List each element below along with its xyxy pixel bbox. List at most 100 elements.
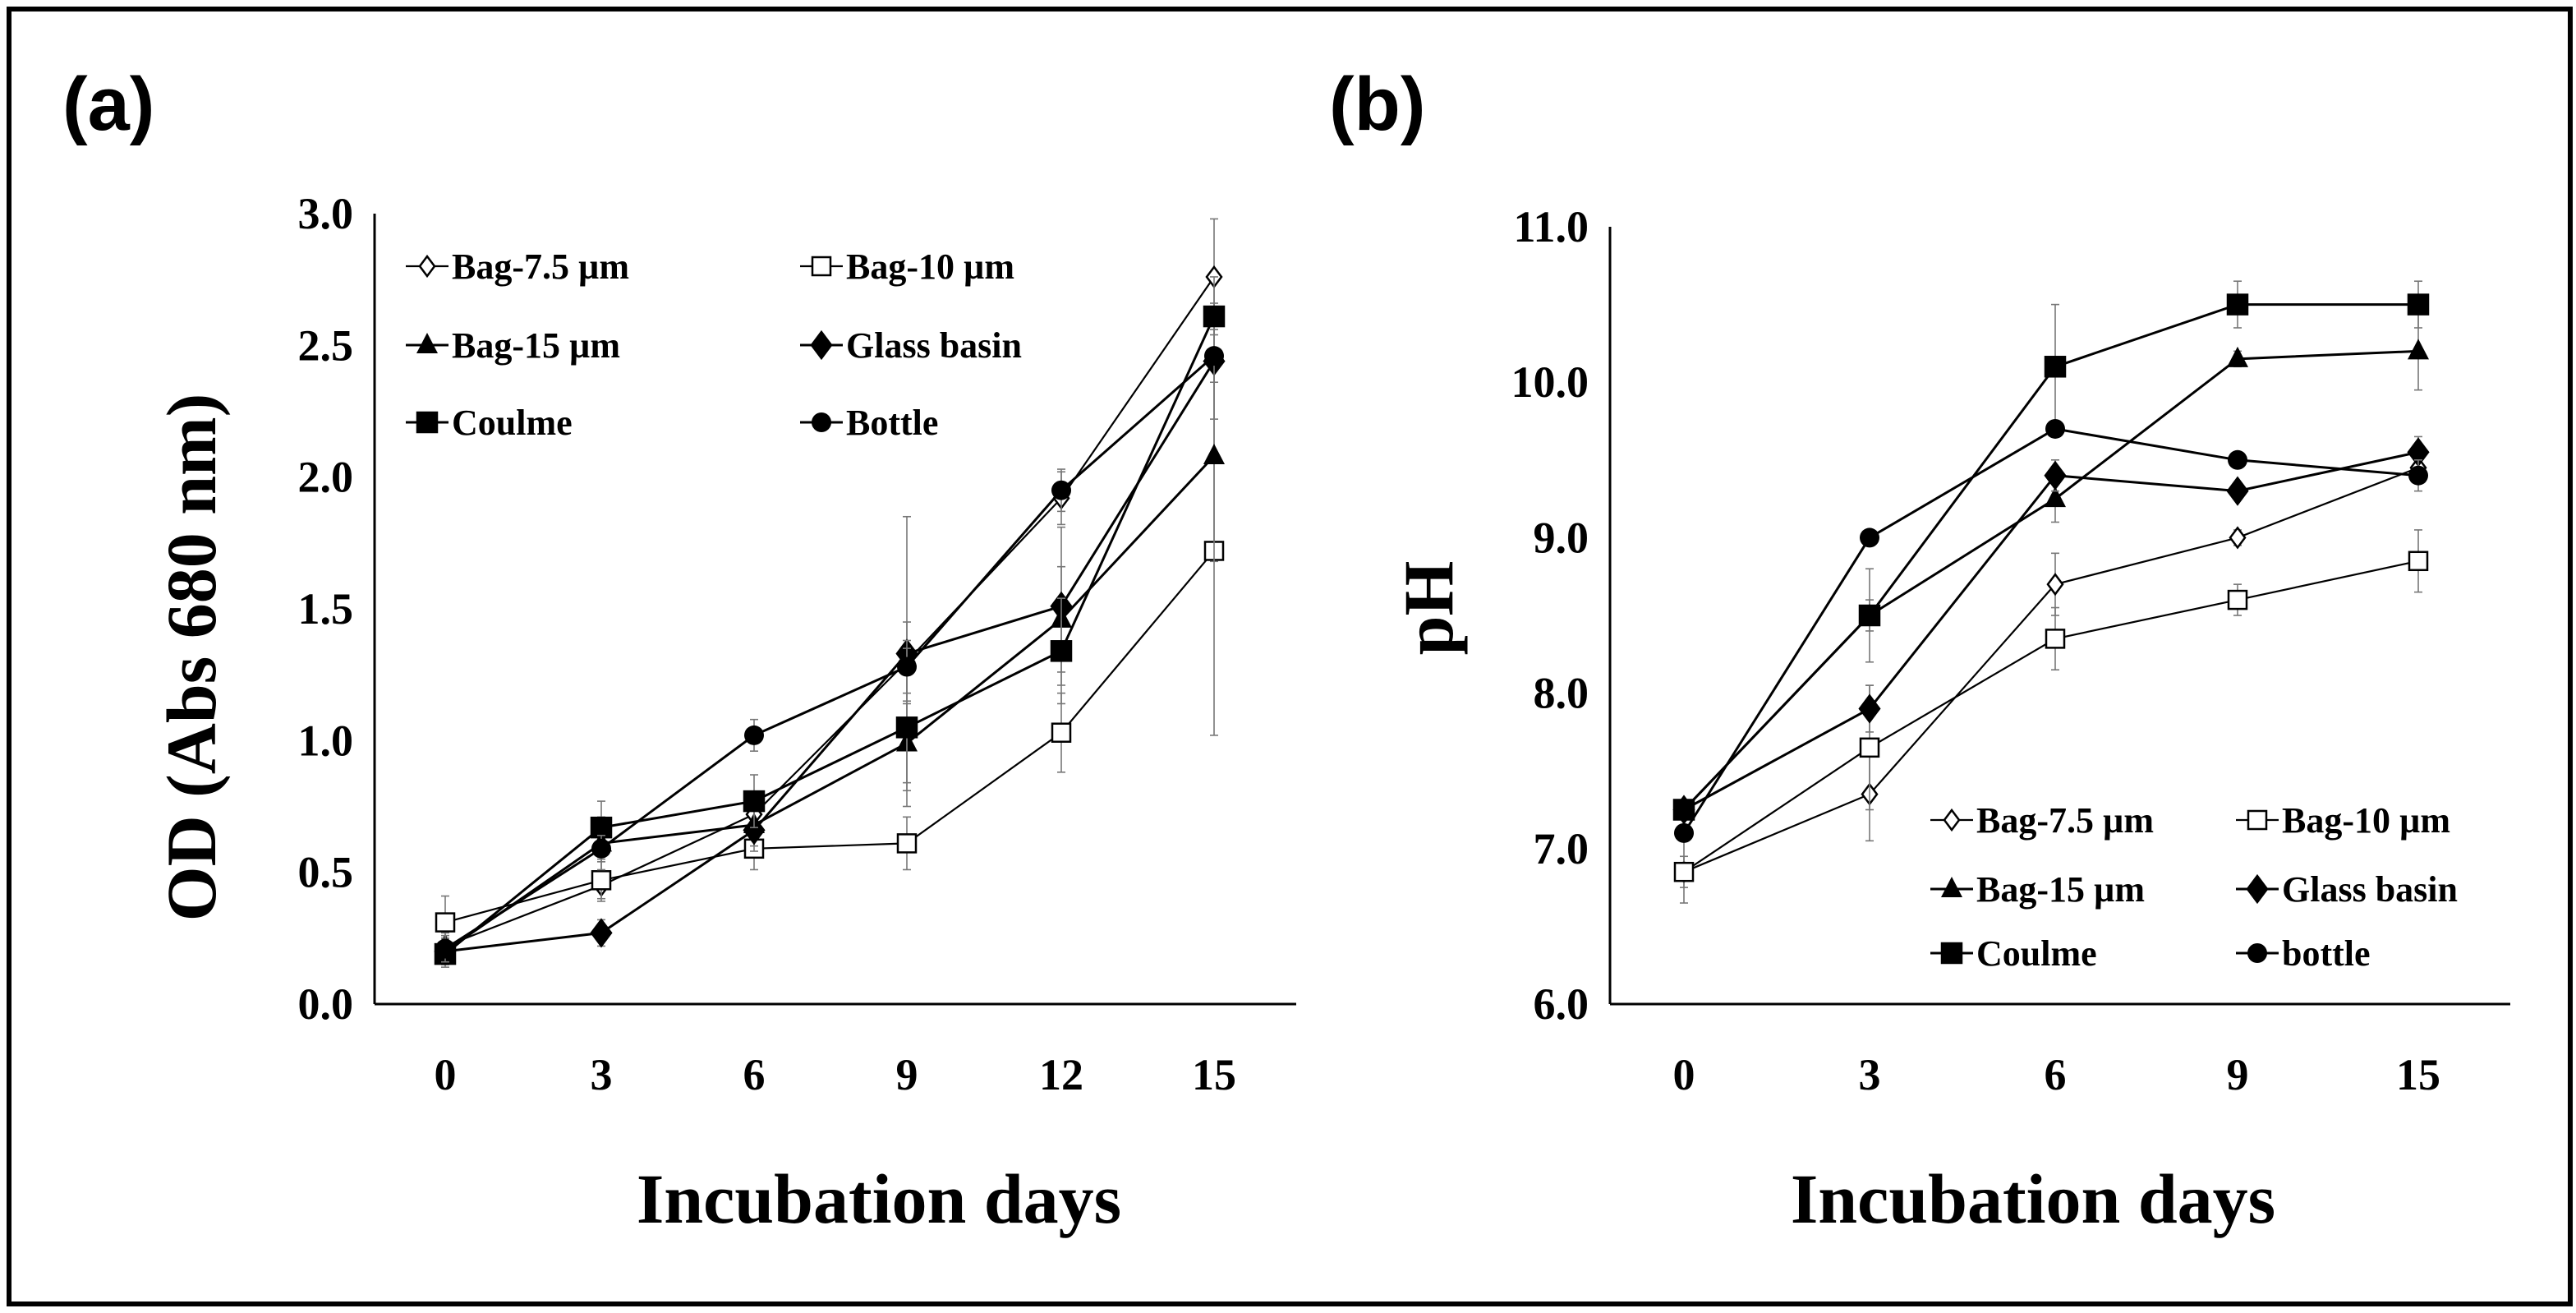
panel-b-legend-marker	[1943, 808, 1961, 832]
panel-b-legend: Bag-7.5 µm Bag-10 µm Bag-15 µm Glass basin C…	[1930, 800, 2458, 974]
panel-b-point-coulme	[1672, 799, 1695, 821]
panel-a-point-bottle	[744, 725, 764, 745]
panel-b-legend-label: Bag-10 µm	[2282, 800, 2450, 841]
panel-a-point-bottle	[897, 656, 917, 677]
panel-b-x-tick-label: 15	[2396, 1050, 2440, 1099]
panel-a-series-bag-10-m	[435, 366, 1225, 950]
panel-a-y-tick-label: 1.0	[298, 716, 354, 765]
panel-a-x-tick-label: 12	[1039, 1050, 1083, 1099]
panel-b-legend-marker	[2247, 943, 2267, 963]
panel-b-y-tick-label: 10.0	[1511, 357, 1589, 407]
panel-a-point-coulme	[1203, 305, 1226, 328]
panel-a-legend-label: Coulme	[452, 403, 573, 443]
panel-a-label: (a)	[62, 62, 154, 146]
panel-a-series	[434, 218, 1226, 968]
panel-b-point-coulme	[2044, 356, 2067, 378]
panel-b-legend-marker	[1940, 942, 1963, 965]
panel-b-y-ticks: 6.0 7.0 8.0 9.0 10.0 11.0	[1511, 202, 1589, 1029]
panel-a-legend-label: Bag-10 µm	[846, 246, 1014, 287]
panel-b-legend-item-bottle: bottle	[2236, 933, 2371, 974]
panel-b-point-bag-10-m	[1859, 737, 1880, 758]
panel-b-legend-label: Glass basin	[2282, 869, 2458, 910]
panel-b-legend-item-coulme: Coulme	[1930, 933, 2097, 974]
panel-b-legend-marker	[2247, 809, 2268, 831]
panel-b-legend-label: Bag-15 µm	[1976, 869, 2145, 910]
panel-a-legend-marker	[812, 412, 831, 432]
panel-a-y-axis-title: OD (Abs 680 nm)	[152, 394, 231, 922]
panel-b-legend-label: Coulme	[1976, 933, 2097, 974]
panel-b-point-bag-10-m	[2408, 551, 2429, 572]
panel-b-legend-item-bag-10-m: Bag-10 µm	[2236, 800, 2450, 841]
panel-b-x-ticks: 0 3 6 9 15	[1673, 1050, 2441, 1099]
panel-a-legend-marker	[416, 411, 439, 434]
panel-b-legend-item-bag-15-m: Bag-15 µm	[1930, 869, 2145, 910]
panel-b-point-bottle	[1860, 528, 1879, 548]
panel-b-axes	[1608, 227, 2510, 1006]
panel-b-series	[1672, 280, 2430, 904]
panel-b-point-bottle	[2408, 465, 2428, 486]
panel-b-y-tick-label: 9.0	[1534, 513, 1589, 562]
panel-a-y-ticks: 0.0 0.5 1.0 1.5 2.0 2.5 3.0	[298, 189, 354, 1029]
panel-a-legend-marker	[811, 256, 832, 277]
panel-b-point-coulme	[2226, 293, 2249, 316]
panel-a-y-tick-label: 2.5	[298, 320, 354, 370]
panel-a-x-tick-label: 3	[591, 1050, 613, 1099]
panel-b-series-bag-15-m	[1673, 311, 2429, 818]
panel-a-legend-item-bag-10-m: Bag-10 µm	[800, 246, 1014, 287]
panel-b-point-coulme	[2407, 293, 2430, 316]
panel-b-point-bag-7-5-m	[2046, 573, 2064, 597]
panel-a-legend-label: Bag-7.5 µm	[452, 246, 629, 287]
panel-a-line-glass-basin	[444, 360, 1216, 953]
panel-a-x-tick-label: 15	[1192, 1050, 1236, 1099]
panel-b-y-tick-label: 11.0	[1513, 202, 1589, 251]
panel-b-x-tick-label: 3	[1859, 1050, 1881, 1099]
panel-a-legend-item-bag-7-5-m: Bag-7.5 µm	[406, 246, 629, 287]
panel-b-point-coulme	[1858, 604, 1881, 627]
panel-b-series-bag-10-m	[1673, 529, 2429, 904]
panel-b-x-tick-label: 9	[2227, 1050, 2249, 1099]
panel-a-x-tick-label: 0	[435, 1050, 457, 1099]
panel-b-series-coulme	[1672, 280, 2430, 821]
panel-b-point-bag-15-m	[2227, 346, 2248, 367]
panel-a-point-glass-basin	[590, 918, 613, 948]
panel-a-legend-item-bottle: Bottle	[800, 403, 938, 443]
panel-b-point-bottle	[2228, 449, 2247, 470]
panel-a-x-tick-label: 9	[896, 1050, 918, 1099]
figure-frame	[7, 7, 2573, 1306]
panel-b-x-tick-label: 0	[1673, 1050, 1695, 1099]
panel-a-point-coulme	[590, 816, 613, 839]
panel-b-y-tick-label: 8.0	[1534, 669, 1589, 718]
panel-b-point-glass-basin	[2044, 460, 2067, 491]
panel-a-y-tick-label: 1.5	[298, 584, 354, 633]
panel-b-legend-label: Bag-7.5 µm	[1976, 800, 2154, 841]
panel-b-legend-label: bottle	[2282, 933, 2371, 974]
panel-a-point-coulme	[743, 790, 766, 813]
panel-b-label: (b)	[1329, 62, 1425, 146]
panel-a-point-coulme	[1050, 640, 1073, 662]
panel-a-point-bottle	[435, 938, 455, 959]
panel-b-y-axis-title: pH	[1389, 561, 1468, 656]
panel-b-x-axis-title: Incubation days	[1791, 1159, 2275, 1238]
panel-a-legend-label: Bottle	[846, 403, 938, 443]
panel-b-y-tick-label: 6.0	[1534, 979, 1589, 1029]
panel-a-y-tick-label: 0.0	[298, 979, 354, 1029]
panel-b-point-bottle	[1674, 822, 1694, 843]
panel-a-line-bag-15-m	[444, 454, 1216, 953]
panel-a-point-coulme	[895, 716, 918, 739]
panel-b-legend-item-glass-basin: Glass basin	[2236, 869, 2458, 910]
panel-a-point-bottle	[591, 838, 611, 859]
panel-a-legend-marker	[416, 333, 438, 353]
panel-a-legend: Bag-7.5 µm Bag-10 µm Bag-15 µm Glass basin C…	[406, 246, 1022, 443]
panel-b-line-coulme	[1682, 303, 2418, 811]
panel-a-point-glass-basin	[743, 815, 766, 845]
panel-a-point-bag-10-m	[1051, 722, 1072, 743]
panel-a-point-bottle	[1051, 480, 1071, 500]
panel-b-y-tick-label: 7.0	[1534, 824, 1589, 873]
panel-b-legend-marker	[1941, 877, 1962, 897]
panel-a-x-ticks: 0 3 6 9 12 15	[435, 1050, 1237, 1099]
panel-b-legend-marker	[2246, 873, 2269, 905]
panel-a-legend-marker	[418, 254, 436, 279]
panel-a-series-bottle	[435, 329, 1224, 963]
panel-a-line-bag-7-5-m	[444, 276, 1215, 947]
